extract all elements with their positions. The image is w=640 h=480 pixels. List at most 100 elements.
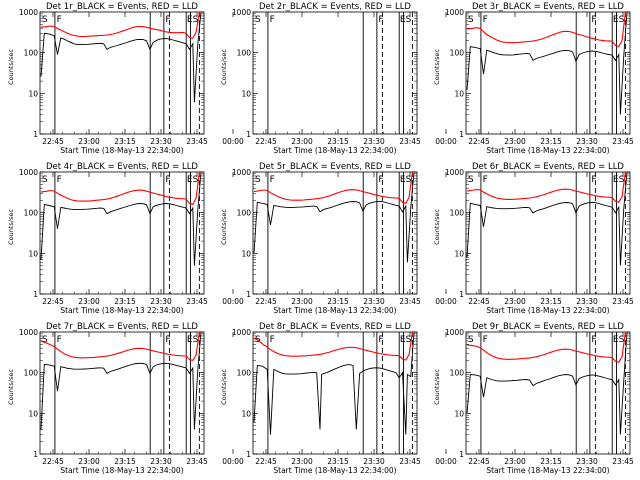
y-tick-label: 10 [241, 249, 251, 258]
y-tick-label: 100 [450, 209, 465, 218]
y-tick-label: 10 [241, 409, 251, 418]
plot-area [253, 172, 415, 294]
y-tick-label: 100 [24, 49, 39, 58]
panel-title: Det 8r_BLACK = Events, RED = LLD [259, 322, 411, 332]
x-axis-title: Start Time (18-May-13 22:34:00) [60, 146, 183, 155]
event-marker-label: ES [187, 15, 199, 25]
event-marker-label: F [378, 335, 383, 345]
plot-frame [252, 331, 418, 455]
y-tick-label: 100 [450, 369, 465, 378]
x-tick-label: 23:15 [114, 137, 136, 146]
y-tick-label: 1000 [232, 8, 251, 17]
y-tick-label: 1000 [19, 168, 38, 177]
plot-frame [39, 171, 205, 295]
panel-title: Det 2r_BLACK = Events, RED = LLD [259, 2, 411, 12]
plot-frame [465, 171, 631, 295]
plot-area [40, 12, 202, 134]
y-tick-label: 1000 [19, 8, 38, 17]
panel-9: Det 9r_BLACK = Events, RED = LLD 1 10 100 10… [433, 322, 634, 475]
x-tick-label: 23:00 [504, 297, 526, 306]
x-axis-title: Start Time (18-May-13 22:34:00) [486, 466, 609, 475]
x-tick-label: 22:45 [468, 297, 490, 306]
event-marker-label: F [165, 335, 170, 345]
panel-1: Det 1r_BLACK = Events, RED = LLD 1 10 100 10… [7, 2, 244, 155]
panel-7: Det 7r_BLACK = Events, RED = LLD 1 10 100 10… [7, 322, 244, 475]
panel-8: Det 8r_BLACK = Events, RED = LLD 1 10 100 10… [220, 322, 457, 475]
lld-series-line [253, 172, 414, 204]
y-tick-label: 1 [33, 450, 38, 459]
x-tick-label: 23:45 [399, 457, 421, 466]
x-axis-title: Start Time (18-May-13 22:34:00) [486, 306, 609, 315]
y-axis-title: Counts/sec [7, 49, 15, 85]
plot-frame [465, 11, 631, 135]
event-marker-label: F [378, 15, 383, 25]
event-marker-label: S [468, 15, 474, 25]
x-tick-label: 23:30 [576, 297, 598, 306]
y-tick-label: 1000 [445, 168, 464, 177]
lld-series-line [466, 332, 627, 363]
plot-area [466, 12, 628, 134]
y-tick-label: 1000 [445, 8, 464, 17]
y-tick-label: 100 [450, 49, 465, 58]
y-tick-label: 1 [33, 130, 38, 139]
x-axis-title: Start Time (18-May-13 22:34:00) [60, 306, 183, 315]
x-tick-label: 22:45 [42, 297, 64, 306]
event-marker-label: ES [400, 335, 412, 345]
y-tick-label: 100 [24, 369, 39, 378]
event-marker-label: F [483, 175, 488, 185]
y-axis-title: Counts/sec [433, 369, 441, 405]
panel-3: Det 3r_BLACK = Events, RED = LLD 1 10 100 10… [433, 2, 634, 155]
x-tick-label: 23:00 [291, 137, 313, 146]
x-tick-label: 00:00 [222, 137, 244, 146]
event-marker-label: ES [613, 15, 625, 25]
x-tick-label: 23:15 [114, 457, 136, 466]
x-tick-label: 23:00 [78, 137, 100, 146]
y-axis-title: Counts/sec [433, 209, 441, 245]
x-tick-label: 23:15 [114, 297, 136, 306]
lld-series-line [41, 12, 201, 39]
x-tick-label: 23:00 [78, 457, 100, 466]
event-marker-label: F [165, 175, 170, 185]
y-tick-label: 1000 [232, 168, 251, 177]
plot-frame [39, 331, 205, 455]
plot-area [267, 12, 413, 134]
event-marker-label: F [57, 15, 62, 25]
x-tick-label: 23:45 [612, 297, 634, 306]
x-tick-label: 23:30 [363, 297, 385, 306]
event-marker-label: F [378, 175, 383, 185]
event-marker-label: S [255, 15, 261, 25]
event-marker-label: F [483, 335, 488, 345]
y-tick-label: 1000 [445, 328, 464, 337]
panel-4: Det 4r_BLACK = Events, RED = LLD 1 10 100 10… [7, 162, 244, 315]
event-marker-label: F [483, 15, 488, 25]
y-axis-title: Counts/sec [7, 209, 15, 245]
event-marker-label: S [255, 175, 261, 185]
event-marker-label: F [270, 335, 275, 345]
panel-6: Det 6r_BLACK = Events, RED = LLD 1 10 100 10… [433, 162, 634, 315]
y-tick-label: 1 [459, 290, 464, 299]
x-tick-label: 23:30 [150, 137, 172, 146]
event-marker-label: F [591, 175, 596, 185]
x-tick-label: 23:00 [291, 457, 313, 466]
event-marker-label: F [270, 175, 275, 185]
panel-title: Det 1r_BLACK = Events, RED = LLD [46, 2, 198, 12]
plot-area [253, 332, 415, 454]
event-marker-label: S [42, 175, 48, 185]
y-tick-label: 1000 [19, 328, 38, 337]
y-tick-label: 10 [28, 409, 38, 418]
x-tick-label: 00:00 [435, 137, 457, 146]
y-axis-title: Counts/sec [7, 369, 15, 405]
x-tick-label: 23:15 [327, 137, 349, 146]
x-tick-label: 23:30 [363, 457, 385, 466]
panel-title: Det 4r_BLACK = Events, RED = LLD [46, 162, 198, 172]
y-tick-label: 10 [28, 249, 38, 258]
event-marker-label: F [591, 15, 596, 25]
x-tick-label: 22:45 [255, 297, 277, 306]
panel-5: Det 5r_BLACK = Events, RED = LLD 1 10 100 10… [220, 162, 457, 315]
x-tick-label: 22:45 [42, 457, 64, 466]
x-tick-label: 00:00 [222, 457, 244, 466]
x-tick-label: 23:30 [576, 137, 598, 146]
event-marker-label: ES [400, 15, 412, 25]
panel-title: Det 9r_BLACK = Events, RED = LLD [472, 322, 624, 332]
